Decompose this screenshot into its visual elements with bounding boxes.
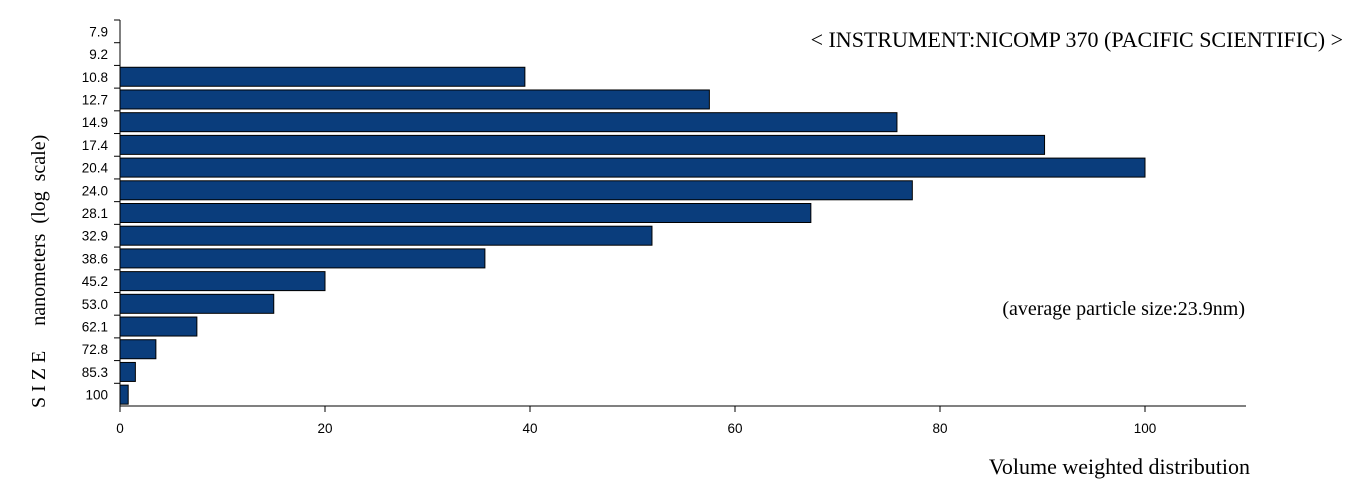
y-tick-label: 100 [85,388,108,403]
y-tick-label: 9.2 [89,47,108,62]
chart-title: < INSTRUMENT:NICOMP 370 (PACIFIC SCIENTI… [811,27,1343,52]
bar-53.0 [119,293,275,314]
bar-20.4 [119,157,1146,178]
y-tick-label: 24.0 [82,183,108,198]
y-axis-title: S I Z E nanometers (log scale) [28,135,50,408]
y-tick-label: 28.1 [82,206,108,221]
y-tick-label: 38.6 [82,251,108,266]
x-tick-label: 100 [1134,421,1157,436]
y-tick-label: 85.3 [82,365,108,380]
bar-10.8 [119,66,526,87]
y-tick-label: 17.4 [82,138,109,153]
y-tick-label: 72.8 [82,342,108,357]
x-tick-label: 40 [522,421,537,436]
x-axis-ticks [119,406,1146,412]
bar-85.3 [119,361,136,382]
y-tick-label: 32.9 [82,229,108,244]
y-tick-label: 45.2 [82,274,108,289]
x-tick-label: 20 [317,421,332,436]
y-tick-label: 53.0 [82,297,108,312]
y-tick-label: 10.8 [82,70,108,85]
bar-32.9 [119,225,653,246]
y-axis-ticks [114,19,120,384]
bar-72.8 [119,339,157,360]
bar-62.1 [119,316,198,337]
bar-38.6 [119,248,486,269]
bar-100 [119,384,129,405]
bar-24.0 [119,180,913,201]
x-tick-label: 60 [727,421,742,436]
y-axis-tick-labels: 7.9 9.2 10.8 12.7 14.9 17.4 20.4 24.0 28.1 32.9 38… [82,24,109,402]
y-tick-label: 62.1 [82,320,108,335]
x-axis-title: Volume weighted distribution [989,454,1250,479]
bar-14.9 [119,112,898,133]
bar-group [119,66,1146,405]
x-tick-label: 80 [932,421,947,436]
bar-45.2 [119,271,326,292]
y-tick-label: 14.9 [82,115,108,130]
bar-12.7 [119,89,710,110]
y-tick-label: 12.7 [82,92,108,107]
bar-17.4 [119,134,1046,155]
y-tick-label: 7.9 [89,24,108,39]
bar-28.1 [119,203,812,223]
chart-annotation: (average particle size:23.9nm) [1002,298,1245,320]
x-tick-label: 0 [116,421,124,436]
x-axis-tick-labels: 0 20 40 60 80 100 [116,421,1156,436]
y-tick-label: 20.4 [82,161,109,176]
